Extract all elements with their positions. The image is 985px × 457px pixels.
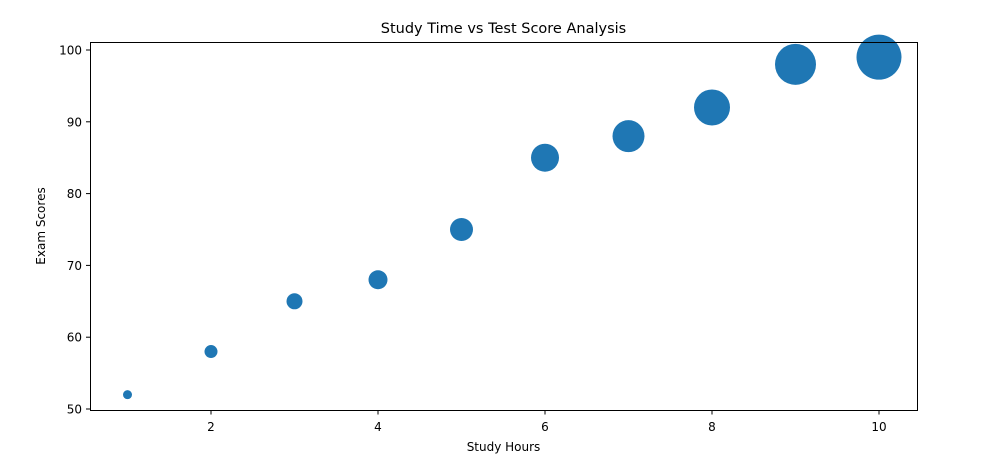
data-point — [286, 293, 303, 310]
x-axis-ticks: 2 4 6 8 10 — [207, 410, 887, 434]
data-point — [204, 345, 218, 359]
data-point — [531, 143, 559, 172]
data-point — [694, 89, 730, 126]
data-point — [368, 270, 388, 290]
data-point — [856, 34, 902, 80]
x-axis-label: Study Hours — [467, 440, 541, 454]
x-tick-label: 2 — [207, 420, 215, 434]
data-point — [450, 218, 473, 241]
y-tick-label: 90 — [67, 115, 82, 129]
y-tick-label: 100 — [59, 44, 82, 58]
data-points — [123, 34, 902, 400]
data-point — [123, 390, 132, 400]
plot-area-frame — [90, 42, 918, 411]
x-tick-label: 8 — [708, 420, 716, 434]
y-axis-ticks: 50 60 70 80 90 100 — [59, 44, 91, 417]
y-tick-label: 70 — [67, 259, 82, 273]
x-tick-label: 4 — [374, 420, 382, 434]
y-axis-label: Exam Scores — [34, 187, 48, 264]
y-tick-label: 80 — [67, 187, 82, 201]
x-tick-label: 10 — [871, 420, 886, 434]
y-tick-label: 50 — [67, 403, 82, 417]
data-point — [612, 120, 645, 153]
x-tick-label: 6 — [541, 420, 549, 434]
chart-title: Study Time vs Test Score Analysis — [381, 21, 626, 37]
y-tick-label: 60 — [67, 331, 82, 345]
data-point — [775, 43, 816, 85]
